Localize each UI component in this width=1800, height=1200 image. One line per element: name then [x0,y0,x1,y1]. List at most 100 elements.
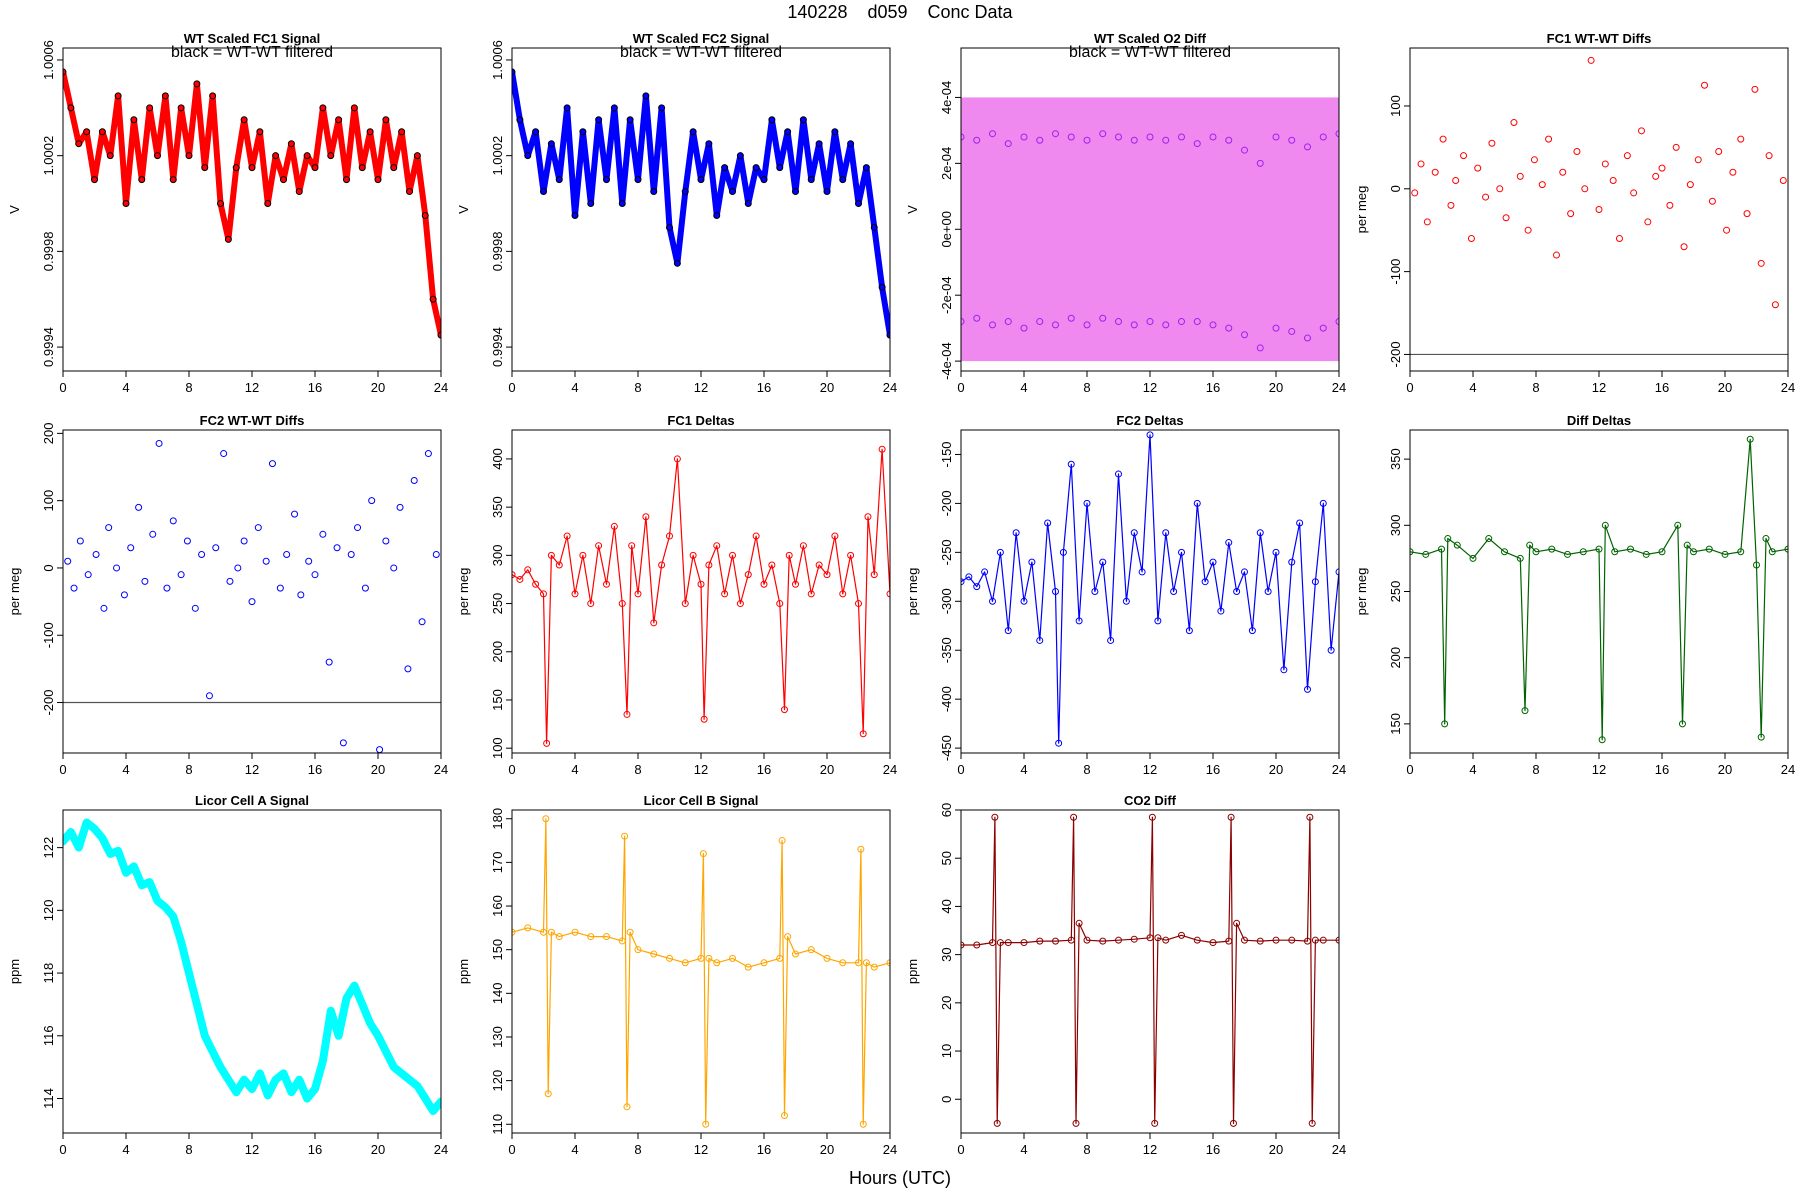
data-point [1059,548,1067,556]
data-point [1601,160,1609,168]
y-axis: -200 -100 0 100 200 per meg [7,423,63,716]
data-point [729,954,736,962]
y-tick-label: 200 [41,423,56,445]
y-axis-label: V [456,205,471,214]
data-point [201,164,209,172]
data-point [831,128,839,136]
x-tick-label: 20 [820,762,834,777]
data-point [886,590,890,598]
data-point [276,584,284,592]
series [512,68,890,339]
y-axis: 114 116 118 120 122 ppm [7,837,63,1109]
data-point [1107,636,1115,644]
data-point [1115,318,1122,326]
data-point [993,1119,1001,1127]
data-point [1410,548,1414,556]
data-point [815,140,823,148]
x-tick-label: 8 [185,762,192,777]
data-point [965,573,973,581]
plot-frame [62,429,442,754]
data-point [1075,919,1083,927]
x-tick-label: 24 [1781,762,1795,777]
data-point [579,551,587,559]
x-tick-label: 20 [1718,762,1732,777]
chart-title: Licor Cell B Signal [644,793,759,808]
data-point [799,542,807,550]
y-tick-label: -250 [939,539,954,565]
data-point [1083,136,1091,144]
data-point [973,941,981,949]
data-point [776,600,784,608]
data-point [1020,133,1028,141]
x-tick-label: 8 [185,380,192,395]
data-point [1052,588,1059,595]
data-point [1327,646,1335,654]
data-point [63,68,67,76]
data-point [1146,133,1154,141]
data-point [626,928,634,936]
data-point [681,959,689,967]
y-axis: -450 -400 -350 -300 -250 -200 -150 per meg [905,441,961,761]
data-point [989,939,996,947]
y-axis-label: per meg [7,568,22,616]
data-point [1241,936,1248,944]
data-point [1411,189,1419,197]
chart-p8: Diff Deltas 0 4 8 12 16 20 24 150 200 250 300 350 per… [1354,413,1795,777]
data-point [1623,152,1631,160]
data-point [1130,935,1138,943]
x-tick-label: 12 [245,762,259,777]
data-point [410,476,418,484]
data-point [1501,548,1508,556]
data-point [618,600,626,608]
data-point [1701,81,1709,89]
data-point [799,116,807,124]
data-point [1502,214,1510,222]
data-point [1319,499,1327,507]
data-point [666,954,673,962]
data-point [571,590,579,598]
data-point [1765,152,1773,160]
data-point [658,104,666,112]
data-point [1545,135,1553,143]
y-tick-label: -4e-04 [939,342,954,380]
x-axis: 0 4 8 12 16 20 24 [508,1133,897,1157]
series-line [1410,438,1788,741]
data-point [1753,561,1760,569]
data-point [64,557,72,565]
y-tick-label: 1.0006 [490,40,505,80]
plot-area [961,431,1339,747]
x-tick-label: 0 [59,762,66,777]
data-point [113,564,121,572]
data-point [1784,545,1788,553]
data-point [396,503,404,511]
y-tick-label: -200 [1388,341,1403,367]
y-axis-label: per meg [1354,186,1369,234]
data-point [642,513,650,521]
data-point [1694,156,1702,164]
data-point [1075,617,1083,625]
data-point [1241,146,1248,154]
data-point [961,318,965,326]
data-point [291,510,299,518]
data-point [319,530,327,538]
data-point [1439,135,1447,143]
data-point [212,544,220,552]
data-point [831,532,839,540]
data-point [729,188,736,196]
data-point [1705,545,1713,553]
y-axis-label: ppm [7,959,22,984]
data-point [421,211,429,219]
data-point [347,550,355,558]
data-point [1146,431,1154,439]
data-point [642,92,650,100]
data-point [1146,934,1154,942]
x-tick-label: 4 [1469,762,1476,777]
y-tick-label: 0 [1388,185,1403,192]
data-point [1162,936,1170,944]
x-tick-label: 8 [1532,380,1539,395]
band-fill [961,97,1339,362]
data-point [547,551,555,559]
data-point [1072,1119,1080,1127]
data-point [1130,529,1138,537]
